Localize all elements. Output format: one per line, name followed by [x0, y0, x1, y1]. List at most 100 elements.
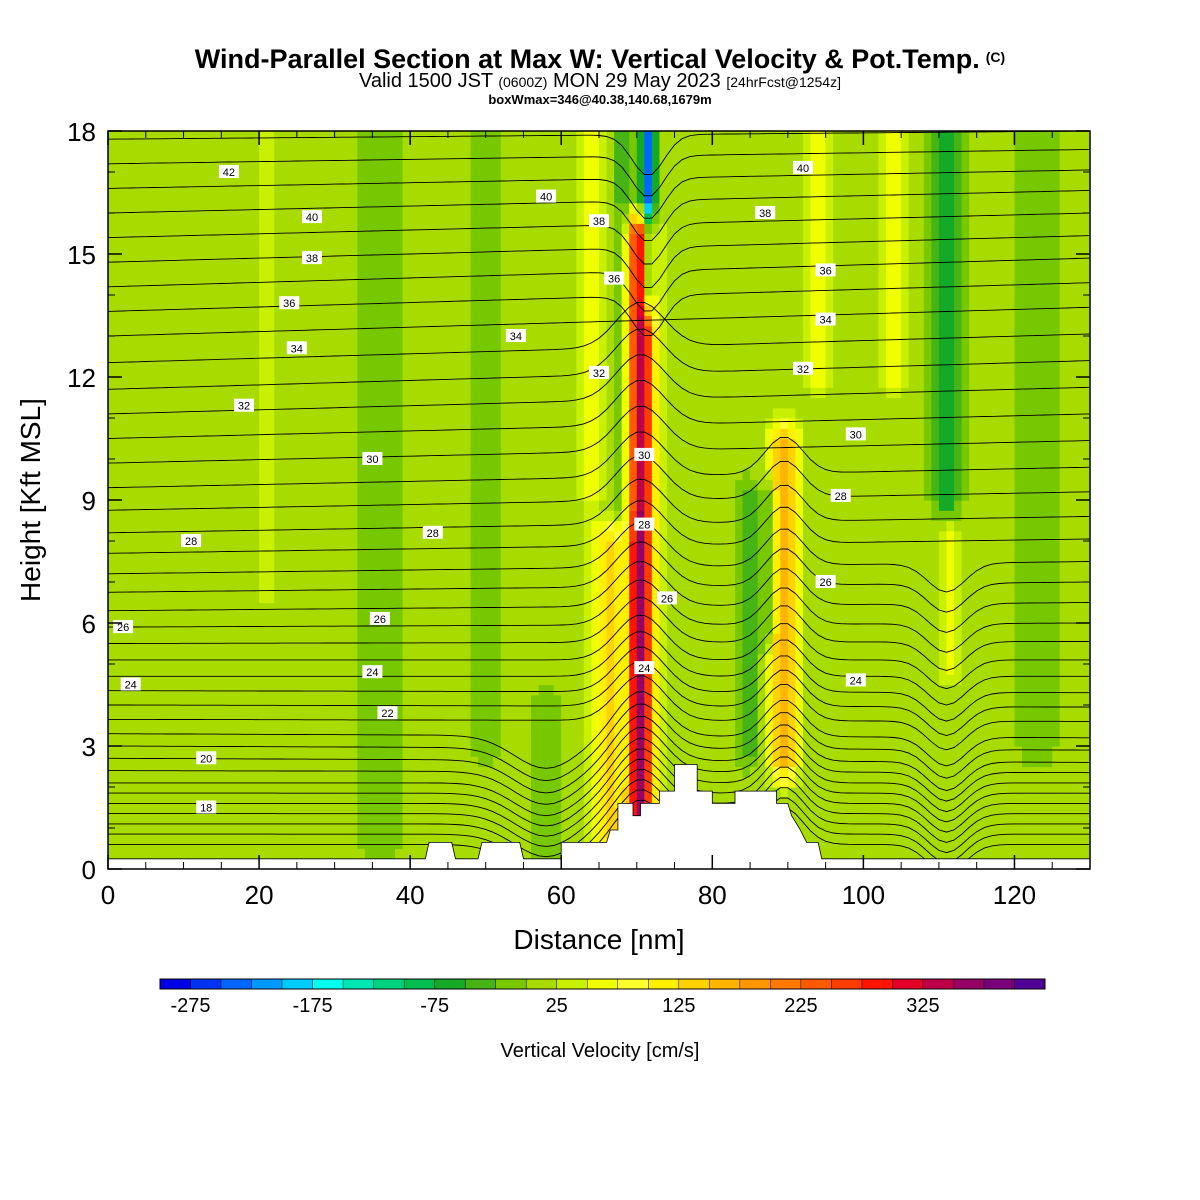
velocity-cell — [1052, 725, 1061, 737]
velocity-cell — [387, 756, 396, 768]
velocity-cell — [349, 817, 358, 829]
velocity-cell — [191, 551, 200, 563]
velocity-cell — [425, 715, 434, 727]
velocity-cell — [531, 561, 540, 573]
velocity-cell — [1037, 592, 1046, 604]
velocity-cell — [493, 541, 502, 552]
velocity-cell — [1006, 582, 1016, 593]
velocity-cell — [160, 694, 170, 706]
velocity-cell — [1006, 633, 1016, 645]
velocity-cell — [115, 592, 124, 604]
velocity-cell — [243, 582, 253, 593]
velocity-cell — [870, 643, 880, 655]
velocity-cell — [682, 715, 691, 727]
velocity-cell — [470, 674, 479, 686]
velocity-cell — [1014, 735, 1023, 747]
velocity-cell — [515, 510, 525, 522]
velocity-cell — [583, 520, 593, 532]
velocity-cell — [281, 746, 290, 757]
velocity-cell — [311, 592, 321, 604]
velocity-cell — [682, 500, 691, 511]
velocity-cell — [1014, 807, 1023, 819]
velocity-cell — [976, 674, 985, 686]
velocity-cell — [243, 489, 253, 501]
velocity-cell — [976, 500, 985, 511]
velocity-cell — [1082, 735, 1090, 747]
velocity-cell — [1067, 561, 1076, 573]
velocity-cell — [825, 530, 834, 542]
velocity-cell — [455, 828, 464, 839]
velocity-cell — [991, 725, 1000, 737]
velocity-cell — [886, 797, 895, 809]
velocity-cell — [387, 797, 396, 809]
velocity-cell — [984, 725, 993, 737]
velocity-cell — [364, 797, 373, 809]
velocity-cell — [750, 571, 759, 583]
velocity-cell — [614, 612, 623, 624]
velocity-cell — [666, 766, 676, 778]
velocity-cell — [757, 489, 766, 501]
velocity-cell — [999, 602, 1008, 614]
velocity-cell — [991, 643, 1000, 655]
velocity-cell — [734, 776, 744, 788]
velocity-cell — [387, 582, 396, 593]
velocity-cell — [561, 746, 570, 757]
velocity-cell — [629, 612, 638, 624]
velocity-cell — [682, 530, 691, 542]
velocity-cell — [319, 469, 328, 481]
velocity-cell — [765, 510, 774, 522]
velocity-cell — [115, 479, 124, 491]
velocity-cell — [644, 561, 653, 573]
velocity-cell — [1067, 797, 1076, 809]
velocity-cell — [848, 817, 857, 829]
velocity-cell — [236, 694, 245, 706]
velocity-cell — [296, 653, 305, 665]
velocity-cell — [886, 541, 895, 552]
velocity-cell — [478, 653, 487, 665]
velocity-cell — [742, 602, 751, 614]
velocity-cell — [228, 848, 238, 860]
velocity-cell — [463, 612, 472, 624]
velocity-cell — [1006, 787, 1016, 798]
velocity-cell — [719, 756, 729, 768]
velocity-cell — [916, 551, 925, 563]
velocity-cell — [757, 602, 766, 614]
velocity-cell — [175, 715, 185, 727]
velocity-cell — [901, 787, 910, 798]
velocity-cell — [130, 520, 139, 532]
velocity-cell — [334, 705, 343, 716]
velocity-cell — [508, 787, 517, 798]
velocity-cell — [206, 715, 215, 727]
velocity-cell — [296, 510, 305, 522]
velocity-cell — [802, 715, 812, 727]
velocity-cell — [213, 592, 222, 604]
velocity-cell — [183, 756, 192, 768]
velocity-cell — [1082, 817, 1090, 829]
velocity-cell — [961, 848, 970, 860]
velocity-cell — [440, 735, 449, 747]
velocity-cell — [364, 469, 373, 481]
velocity-cell — [515, 817, 525, 829]
velocity-cell — [734, 694, 744, 706]
velocity-cell — [500, 561, 509, 573]
velocity-cell — [863, 612, 872, 624]
velocity-cell — [659, 746, 668, 757]
velocity-cell — [818, 766, 827, 778]
velocity-cell — [130, 561, 139, 573]
velocity-cell — [833, 551, 842, 563]
velocity-cell — [568, 510, 577, 522]
velocity-cell — [825, 623, 834, 634]
velocity-cell — [666, 582, 676, 593]
velocity-cell — [870, 838, 880, 850]
velocity-cell — [447, 797, 457, 809]
velocity-cell — [228, 746, 238, 757]
velocity-cell — [908, 612, 917, 624]
velocity-cell — [485, 776, 494, 788]
velocity-cell — [553, 633, 562, 645]
velocity-cell — [818, 520, 827, 532]
velocity-cell — [130, 756, 139, 768]
velocity-cell — [583, 510, 593, 522]
velocity-cell — [863, 807, 872, 819]
velocity-cell — [236, 674, 245, 686]
velocity-cell — [364, 530, 373, 542]
